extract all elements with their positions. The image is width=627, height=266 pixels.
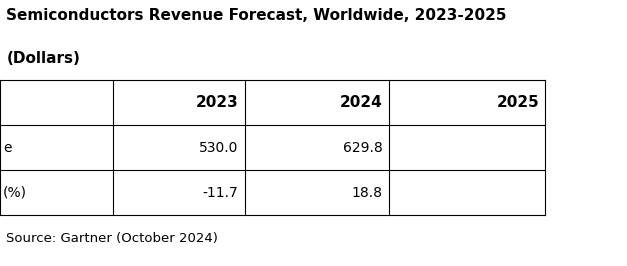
- Text: Source: Gartner (October 2024): Source: Gartner (October 2024): [6, 232, 218, 245]
- Text: -11.7: -11.7: [203, 186, 238, 200]
- Text: e: e: [3, 141, 12, 155]
- Text: (%): (%): [3, 186, 27, 200]
- Text: 629.8: 629.8: [343, 141, 382, 155]
- Text: Semiconductors Revenue Forecast, Worldwide, 2023-2025: Semiconductors Revenue Forecast, Worldwi…: [6, 8, 507, 23]
- Text: 530.0: 530.0: [199, 141, 238, 155]
- Text: 2024: 2024: [340, 95, 382, 110]
- Text: 2025: 2025: [497, 95, 539, 110]
- Text: (Dollars): (Dollars): [6, 51, 80, 65]
- Text: 2023: 2023: [196, 95, 238, 110]
- Text: 18.8: 18.8: [352, 186, 382, 200]
